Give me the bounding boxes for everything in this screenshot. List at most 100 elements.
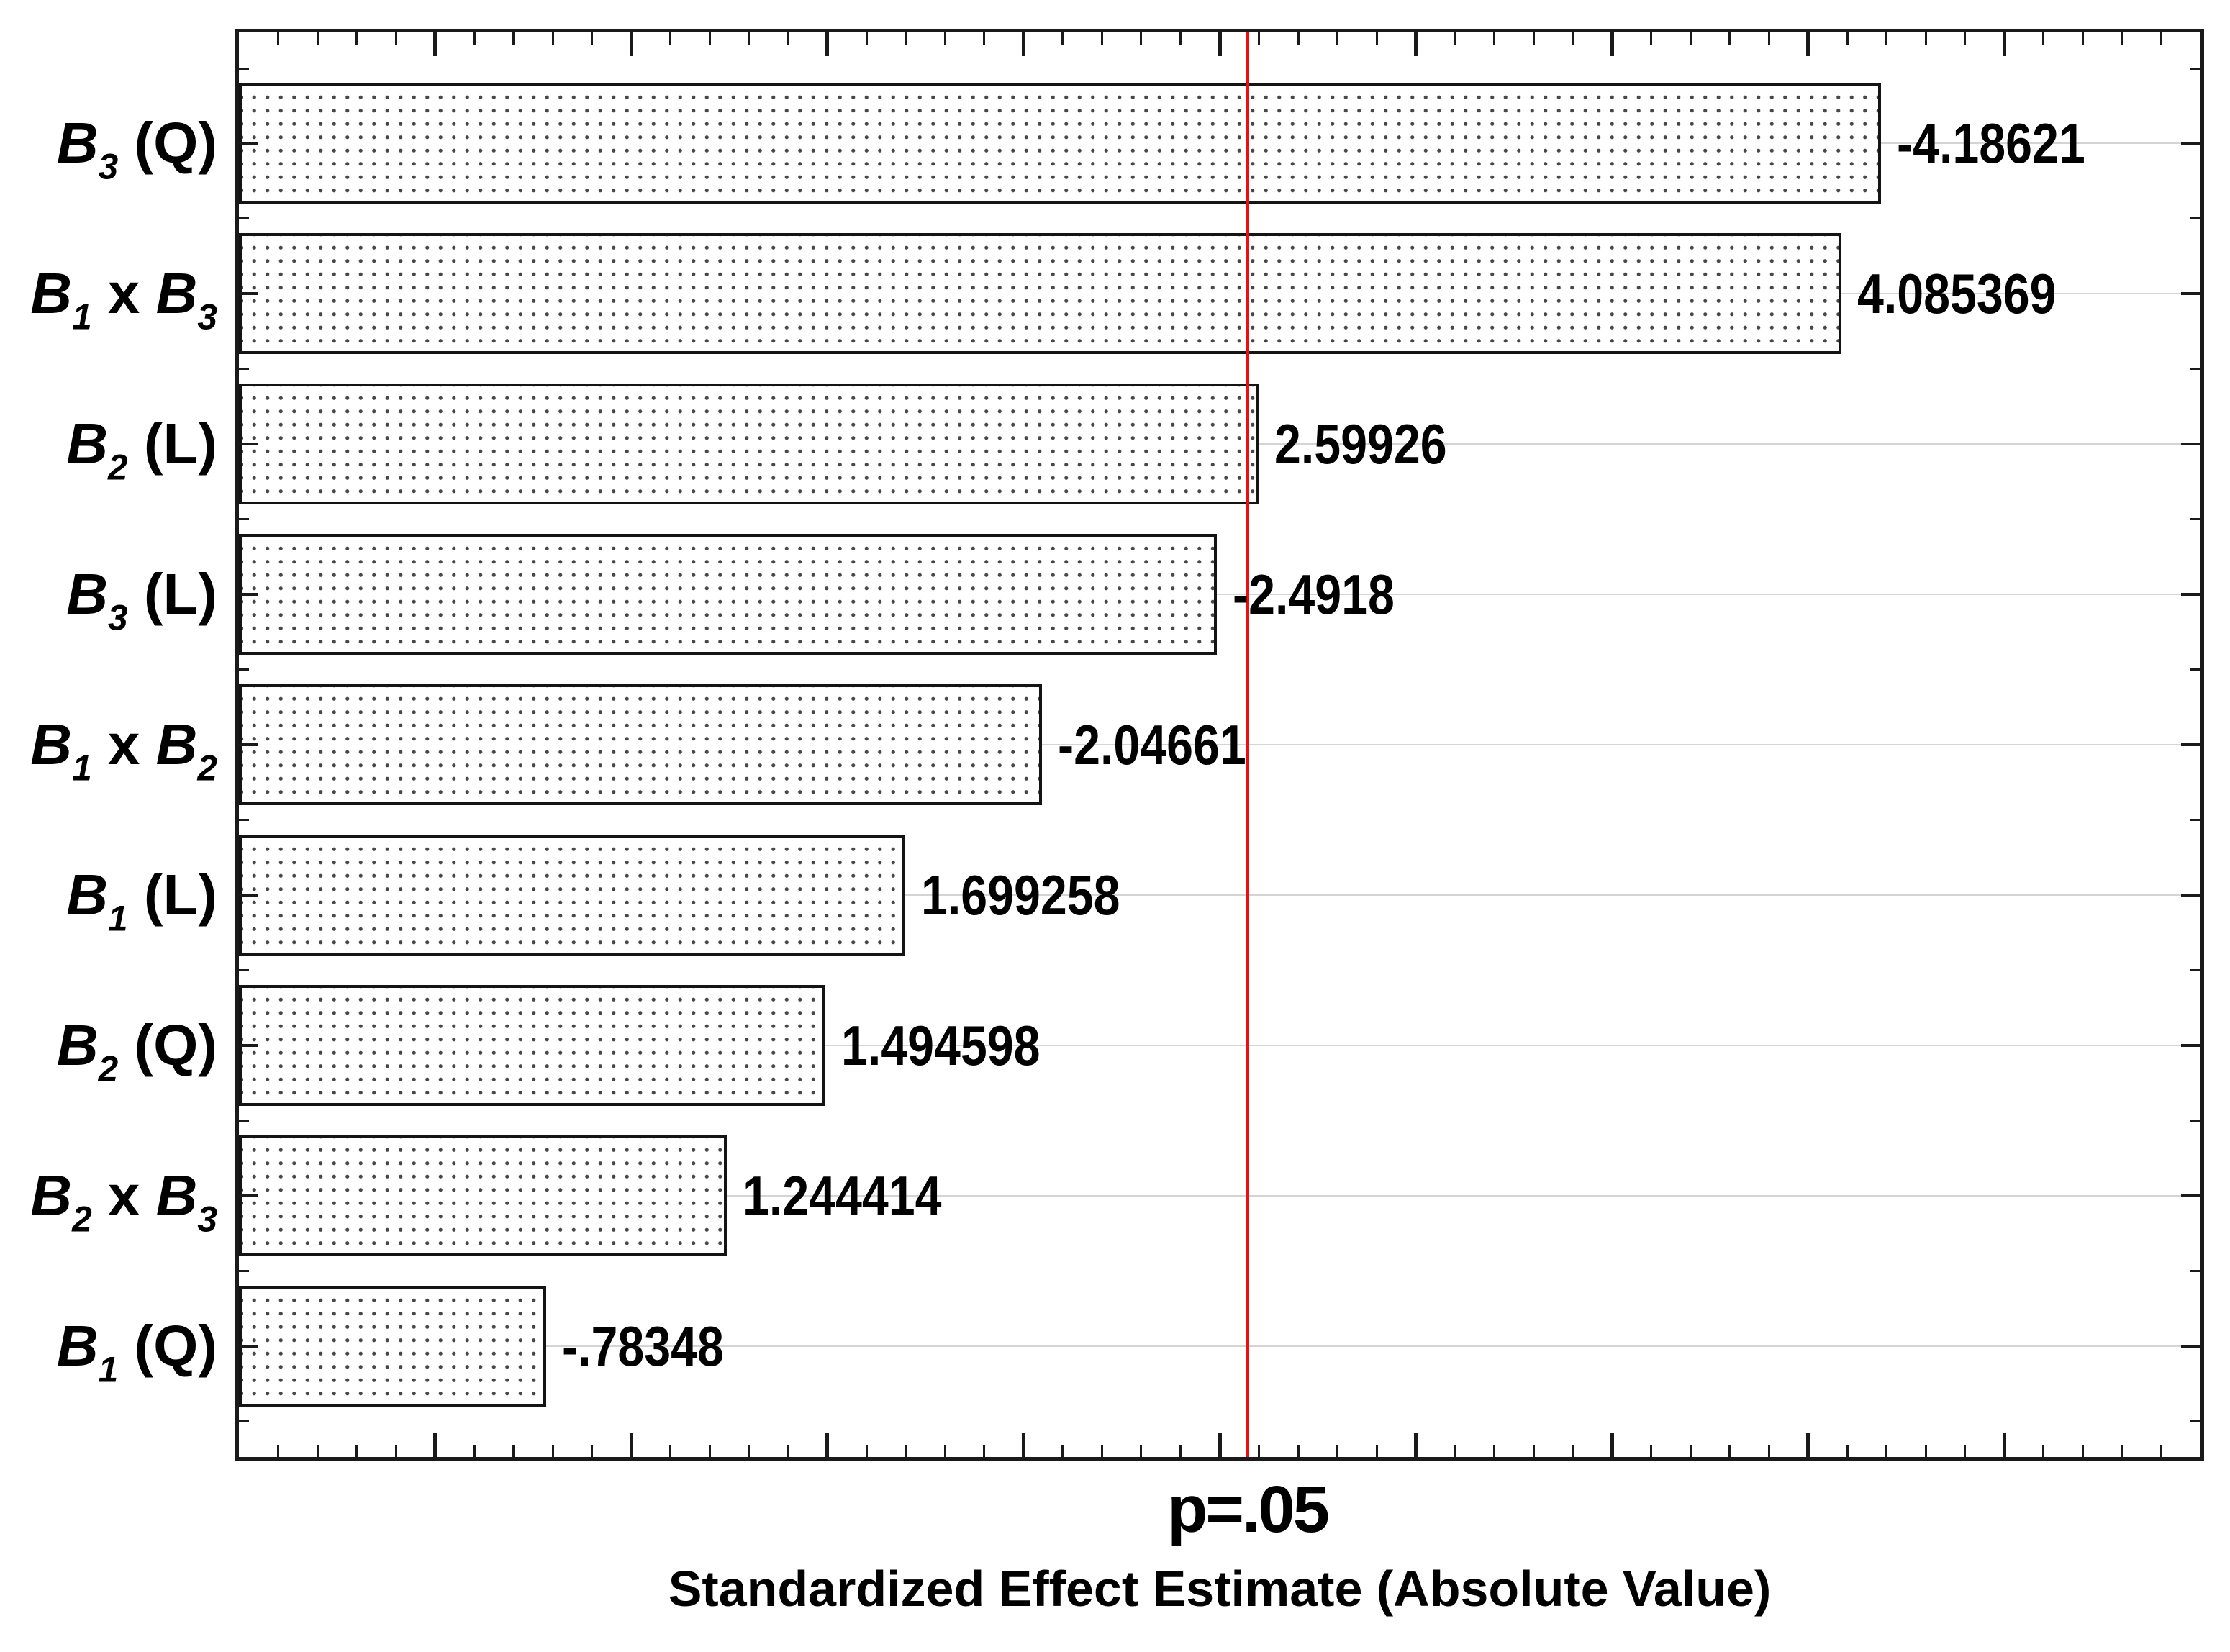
- category-gridline: [239, 1044, 2200, 1046]
- x-minor-tick: [1728, 1445, 1731, 1457]
- x-minor-tick: [316, 32, 319, 45]
- effect-bar: [239, 684, 1042, 805]
- factor-symbol: B3: [155, 261, 217, 337]
- plot-area: -4.18621 4.085369 2.59926 -2.4918 -2.04661 1.…: [235, 29, 2204, 1461]
- category-label: B3 (L): [0, 544, 217, 645]
- x-minor-tick: [708, 32, 711, 45]
- x-minor-tick: [669, 32, 672, 45]
- category-gridline: [239, 1345, 2200, 1347]
- x-minor-tick: [2121, 32, 2124, 45]
- x-major-tick: [629, 32, 633, 56]
- x-minor-tick: [1454, 1445, 1456, 1457]
- x-minor-tick: [1532, 32, 1535, 45]
- factor-symbol: B2: [66, 412, 128, 488]
- x-major-tick: [433, 1433, 438, 1457]
- x-minor-tick: [1924, 1445, 1927, 1457]
- x-minor-tick: [787, 1445, 789, 1457]
- y-minor-tick: [239, 968, 249, 971]
- x-minor-tick: [316, 1445, 319, 1457]
- x-minor-tick: [1846, 32, 1849, 45]
- y-minor-tick: [239, 1269, 249, 1272]
- x-minor-tick: [748, 1445, 751, 1457]
- x-major-tick: [1414, 32, 1418, 56]
- effect-bar: [239, 1285, 547, 1407]
- y-minor-tick: [2190, 1119, 2200, 1122]
- y-minor-tick: [2190, 1420, 2200, 1422]
- y-major-tick: [2181, 142, 2200, 145]
- x-minor-tick: [1572, 32, 1574, 45]
- y-major-tick: [239, 142, 258, 145]
- x-minor-tick: [1336, 32, 1339, 45]
- x-minor-tick: [394, 1445, 397, 1457]
- x-major-tick: [1610, 32, 1614, 56]
- x-minor-tick: [1100, 1445, 1103, 1457]
- label-text: x: [91, 1163, 156, 1227]
- y-major-tick: [239, 743, 258, 746]
- x-minor-tick: [905, 1445, 907, 1457]
- x-minor-tick: [1179, 1445, 1182, 1457]
- y-minor-tick: [239, 1420, 249, 1422]
- effect-bar: [239, 534, 1217, 655]
- bar-value-label: 4.085369: [1857, 262, 2057, 326]
- label-text: (Q): [118, 1313, 217, 1378]
- y-minor-tick: [2190, 518, 2200, 521]
- x-minor-tick: [905, 32, 907, 45]
- x-major-tick: [2002, 1433, 2006, 1457]
- category-gridline: [239, 894, 2200, 896]
- x-minor-tick: [1258, 1445, 1261, 1457]
- bar-value-label: -2.04661: [1057, 713, 1246, 776]
- y-minor-tick: [2190, 217, 2200, 220]
- category-label: B2 (L): [0, 394, 217, 494]
- factor-symbol: B1: [30, 712, 92, 789]
- bar-value-label: -2.4918: [1232, 563, 1395, 627]
- x-minor-tick: [512, 1445, 515, 1457]
- y-major-tick: [239, 593, 258, 596]
- y-major-tick: [239, 1344, 258, 1348]
- x-minor-tick: [2159, 1445, 2162, 1457]
- x-major-tick: [825, 1433, 830, 1457]
- x-minor-tick: [669, 1445, 672, 1457]
- y-minor-tick: [239, 368, 249, 371]
- x-minor-tick: [1454, 32, 1456, 45]
- effect-bar: [239, 984, 825, 1106]
- y-minor-tick: [239, 668, 249, 671]
- y-major-tick: [2181, 893, 2200, 897]
- y-major-tick: [2181, 442, 2200, 446]
- factor-symbol: B3: [56, 111, 119, 187]
- x-minor-tick: [1924, 32, 1927, 45]
- x-minor-tick: [1650, 32, 1653, 45]
- y-major-tick: [2181, 593, 2200, 596]
- x-minor-tick: [943, 32, 946, 45]
- x-minor-tick: [708, 1445, 711, 1457]
- y-minor-tick: [239, 217, 249, 220]
- x-minor-tick: [277, 32, 280, 45]
- bar-value-label: 1.244414: [743, 1163, 942, 1227]
- x-minor-tick: [1375, 32, 1378, 45]
- x-minor-tick: [983, 1445, 986, 1457]
- x-minor-tick: [2159, 32, 2162, 45]
- bar-value-label: 2.59926: [1274, 412, 1447, 476]
- label-text: x: [91, 712, 156, 776]
- factor-symbol: B2: [56, 1012, 119, 1089]
- y-major-tick: [2181, 1344, 2200, 1348]
- effect-bar: [239, 83, 1882, 204]
- y-minor-tick: [2190, 368, 2200, 371]
- x-major-tick: [1021, 32, 1025, 56]
- y-minor-tick: [239, 67, 249, 70]
- x-minor-tick: [473, 32, 476, 45]
- label-text: x: [91, 261, 156, 326]
- x-minor-tick: [1140, 1445, 1143, 1457]
- x-minor-tick: [1728, 32, 1731, 45]
- x-minor-tick: [1100, 32, 1103, 45]
- y-major-tick: [2181, 1194, 2200, 1197]
- factor-symbol: B1: [66, 862, 128, 939]
- axis-tick-layer: [239, 32, 2200, 1457]
- category-label: B1 x B3: [0, 243, 217, 344]
- y-minor-tick: [2190, 968, 2200, 971]
- category-label: B2 x B3: [0, 1145, 217, 1246]
- x-minor-tick: [2081, 1445, 2084, 1457]
- x-minor-tick: [473, 1445, 476, 1457]
- label-text: (L): [127, 862, 217, 927]
- effect-bar: [239, 233, 1842, 355]
- x-major-tick: [1806, 1433, 1810, 1457]
